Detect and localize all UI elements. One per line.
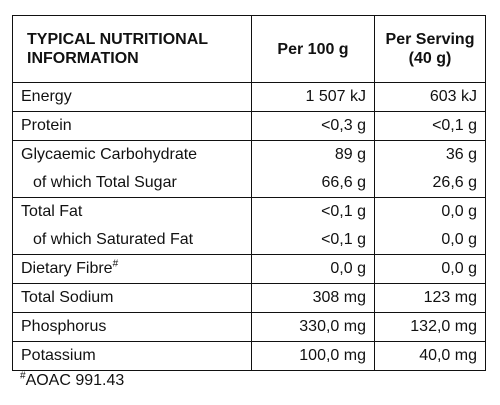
value-cell: 36 g bbox=[374, 140, 486, 169]
table-row: Phosphorus 330,0 mg 132,0 mg bbox=[12, 312, 486, 342]
row-label: Dietary Fibre# bbox=[12, 254, 252, 284]
value-cell: <0,1 g bbox=[251, 226, 375, 255]
table-row: Dietary Fibre# 0,0 g 0,0 g bbox=[12, 254, 486, 284]
row-label: Total Fat bbox=[12, 197, 252, 226]
value-cell: 0,0 g bbox=[374, 226, 486, 255]
table-row: Protein <0,3 g <0,1 g bbox=[12, 111, 486, 141]
table-row: of which Saturated Fat <0,1 g 0,0 g bbox=[12, 226, 486, 255]
footnote-mark: # bbox=[20, 370, 26, 382]
header-cell: Per 100 g bbox=[251, 15, 375, 83]
footnote-mark: # bbox=[112, 258, 119, 270]
footnote: #AOAC 991.43 bbox=[20, 370, 125, 390]
value-cell: 66,6 g bbox=[251, 169, 375, 198]
value-cell: <0,1 g bbox=[251, 197, 375, 226]
value-cell: 1 507 kJ bbox=[251, 82, 375, 112]
value-cell: 40,0 mg bbox=[374, 341, 486, 371]
table-row: Glycaemic Carbohydrate 89 g 36 g bbox=[12, 140, 486, 169]
value-cell: 0,0 g bbox=[251, 254, 375, 284]
value-cell: 89 g bbox=[251, 140, 375, 169]
row-label: of which Saturated Fat bbox=[12, 226, 252, 255]
value-cell: 308 mg bbox=[251, 283, 375, 313]
row-label: of which Total Sugar bbox=[12, 169, 252, 198]
value-cell: <0,3 g bbox=[251, 111, 375, 141]
value-cell: 603 kJ bbox=[374, 82, 486, 112]
header-cell: TYPICAL NUTRITIONAL INFORMATION bbox=[12, 15, 252, 83]
label-text: Dietary Fibre bbox=[21, 260, 113, 277]
row-label: Phosphorus bbox=[12, 312, 252, 342]
table-row: Total Sodium 308 mg 123 mg bbox=[12, 283, 486, 313]
table-row: Total Fat <0,1 g 0,0 g bbox=[12, 197, 486, 226]
row-label: Glycaemic Carbohydrate bbox=[12, 140, 252, 169]
table-row: of which Total Sugar 66,6 g 26,6 g bbox=[12, 169, 486, 198]
header-row: TYPICAL NUTRITIONAL INFORMATION Per 100 g… bbox=[12, 15, 486, 83]
table-row: Energy 1 507 kJ 603 kJ bbox=[12, 82, 486, 112]
value-cell: 0,0 g bbox=[374, 254, 486, 284]
value-cell: 0,0 g bbox=[374, 197, 486, 226]
row-label: Potassium bbox=[12, 341, 252, 371]
row-label: Protein bbox=[12, 111, 252, 141]
row-label: Energy bbox=[12, 82, 252, 112]
footnote-text: AOAC 991.43 bbox=[25, 372, 125, 389]
value-cell: <0,1 g bbox=[374, 111, 486, 141]
value-cell: 26,6 g bbox=[374, 169, 486, 198]
value-cell: 330,0 mg bbox=[251, 312, 375, 342]
table-body: TYPICAL NUTRITIONAL INFORMATION Per 100 g… bbox=[12, 15, 486, 371]
value-cell: 123 mg bbox=[374, 283, 486, 313]
header-cell: Per Serving (40 g) bbox=[374, 15, 486, 83]
table-row: Potassium 100,0 mg 40,0 mg bbox=[12, 341, 486, 371]
value-cell: 100,0 mg bbox=[251, 341, 375, 371]
value-cell: 132,0 mg bbox=[374, 312, 486, 342]
row-label: Total Sodium bbox=[12, 283, 252, 313]
nutrition-table: TYPICAL NUTRITIONAL INFORMATION Per 100 g… bbox=[12, 15, 486, 371]
